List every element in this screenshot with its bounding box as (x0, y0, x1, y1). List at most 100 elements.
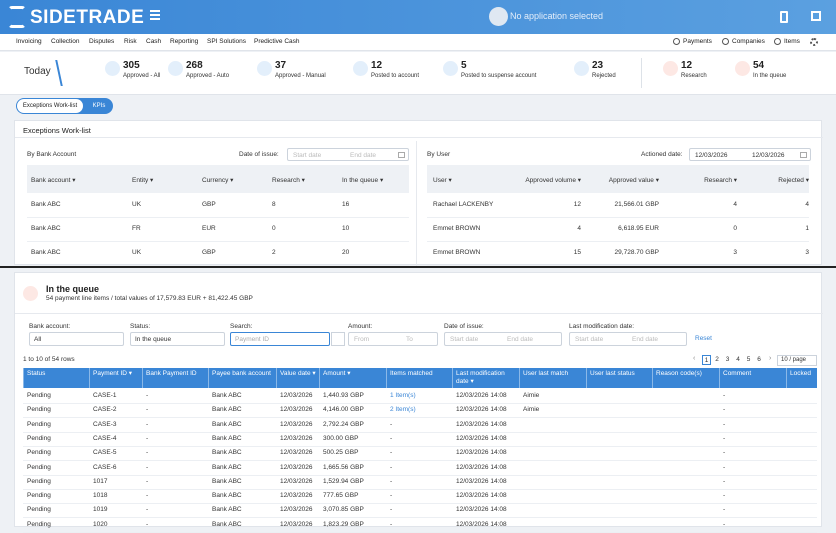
date-end[interactable]: End date (350, 151, 377, 159)
column-header[interactable]: Value date ▾ (280, 370, 316, 377)
tab[interactable]: Exceptions Work-list (17, 99, 83, 113)
column-header[interactable]: Status (27, 370, 46, 377)
table-cell: Emmet BROWN (433, 249, 481, 256)
page-button[interactable]: 6 (757, 356, 761, 363)
nav-item[interactable]: Reporting (170, 38, 199, 45)
table-cell: - (723, 506, 726, 514)
row-divider (23, 417, 817, 419)
date-end[interactable]: End date (507, 336, 534, 343)
select[interactable]: In the queue (130, 332, 225, 346)
nav-item[interactable]: Risk (124, 38, 137, 45)
table-cell: Bank ABC (212, 449, 242, 457)
column-header[interactable]: Research ▾ (272, 177, 305, 184)
table-cell: - (390, 434, 393, 442)
nav-item[interactable]: Cash (146, 38, 162, 45)
column-header[interactable]: Payee bank account (212, 370, 271, 377)
select[interactable]: All (29, 332, 124, 346)
column-header[interactable]: User ▾ (433, 177, 452, 184)
nav-link[interactable]: Items (784, 38, 800, 45)
column-header[interactable]: Research ▾ (704, 177, 737, 184)
header-divider (276, 368, 277, 388)
date-start[interactable]: Start date (450, 336, 479, 343)
sub-title: By User (427, 151, 451, 158)
table-cell: - (390, 520, 393, 528)
column-header[interactable]: Last modification date ▾ (456, 370, 505, 385)
row-divider (23, 503, 817, 505)
column-header[interactable]: Locked (790, 370, 811, 377)
page-button[interactable]: 3 (725, 356, 730, 363)
table-cell: Bank ABC (212, 492, 242, 500)
row-divider (23, 517, 817, 519)
header-divider (719, 368, 720, 388)
table-cell: CASE-6 (93, 463, 117, 471)
date-start[interactable]: Start date (575, 336, 604, 343)
column-header[interactable]: Bank account ▾ (31, 177, 76, 184)
table-cell: 0 (733, 225, 737, 232)
page-button[interactable]: 2 (715, 356, 719, 363)
table-cell: Pending (27, 492, 51, 500)
page-button[interactable]: 4 (736, 356, 740, 363)
date-start[interactable]: Start date (293, 151, 322, 159)
column-header[interactable]: In the queue ▾ (342, 177, 384, 184)
column-header[interactable]: Entity ▾ (132, 177, 154, 184)
menu-button[interactable] (150, 10, 160, 20)
stats-divider (641, 58, 642, 88)
column-header[interactable]: Rejected ▾ (778, 177, 809, 184)
search-input[interactable]: Payment ID (230, 332, 330, 346)
amount-to[interactable]: To (406, 336, 413, 343)
date-end[interactable]: End date (632, 336, 659, 343)
tab[interactable]: KPIs (92, 103, 106, 109)
amount-from[interactable]: From (354, 336, 370, 343)
table-cell: 4 (577, 225, 581, 232)
column-header[interactable]: Reason code(s) (656, 370, 702, 377)
nav-item[interactable]: SPI Solutions (207, 38, 247, 45)
filter-label: Bank account: (29, 323, 71, 330)
settings-icon[interactable] (810, 38, 818, 46)
stat-label: Approved - All (123, 73, 161, 79)
nav-item[interactable]: Invoicing (16, 38, 42, 45)
date-end[interactable]: 12/03/2026 (752, 151, 785, 159)
header-divider (652, 368, 653, 388)
table-cell[interactable]: 2 Item(s) (390, 406, 416, 414)
app-selector[interactable]: No application selected (510, 11, 604, 21)
row-range: 1 to 10 of 54 rows (23, 356, 75, 363)
stat-value: 12 (371, 60, 383, 71)
page-size[interactable]: 10 / page (777, 355, 817, 366)
nav-item[interactable]: Collection (51, 38, 80, 45)
table-cell: Pending (27, 420, 51, 428)
column-header[interactable]: Amount ▾ (323, 370, 351, 377)
table-cell: - (723, 392, 726, 399)
stat-label: In the queue (753, 73, 787, 79)
column-header[interactable]: User last status (590, 370, 635, 377)
table-cell: 2,792.24 GBP (323, 420, 364, 428)
table-cell[interactable]: 1 Item(s) (390, 392, 416, 399)
table-cell: Bank ABC (212, 463, 242, 471)
table-cell: 12/03/2026 (280, 506, 313, 514)
table-cell: - (146, 406, 149, 414)
column-header[interactable]: Approved volume ▾ (525, 177, 581, 184)
column-header[interactable]: Approved value ▾ (608, 177, 659, 184)
search-button[interactable] (331, 332, 345, 346)
page-button[interactable]: 1 (702, 355, 711, 365)
column-header[interactable]: Currency ▾ (202, 177, 234, 184)
page-button[interactable]: 5 (746, 356, 751, 363)
column-header[interactable]: Bank Payment ID (146, 370, 197, 377)
column-header[interactable]: Payment ID ▾ (93, 370, 133, 377)
nav-link[interactable]: Payments (683, 38, 712, 45)
nav-link[interactable]: Companies (732, 38, 765, 45)
page-next[interactable]: › (769, 355, 772, 362)
column-header[interactable]: Items matched (390, 370, 433, 377)
table-cell: - (146, 392, 149, 399)
table-cell: 12/03/2026 (280, 492, 313, 500)
page-prev[interactable]: ‹ (693, 355, 696, 362)
reset-button[interactable]: Reset (695, 335, 712, 342)
date-start[interactable]: 12/03/2026 (695, 151, 728, 159)
column-header[interactable]: Comment (723, 370, 752, 377)
queue-title: In the queue (46, 284, 100, 294)
stat-label: Approved - Manual (275, 73, 326, 79)
nav-bar: Invoicing Collection Disputes Risk Cash Repor… (0, 34, 836, 51)
column-header[interactable]: User last match (523, 370, 569, 377)
table-cell: 1,823.29 GBP (323, 520, 364, 528)
nav-item[interactable]: Predictive Cash (254, 38, 300, 45)
nav-item[interactable]: Disputes (89, 38, 115, 45)
